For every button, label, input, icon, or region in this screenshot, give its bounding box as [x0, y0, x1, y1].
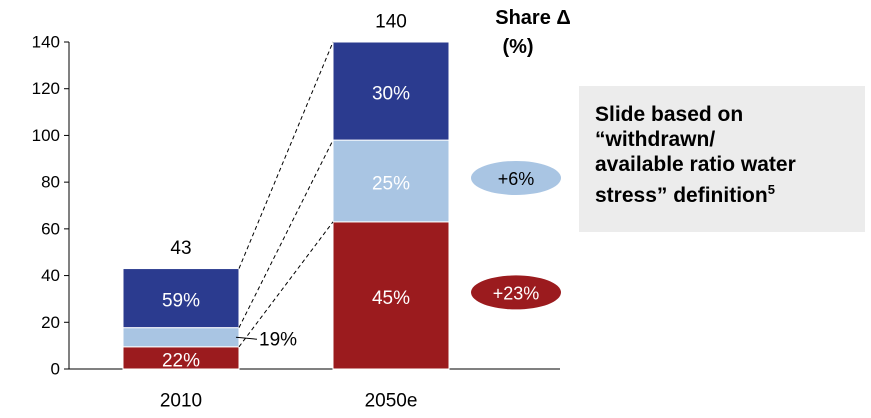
share-delta-unit: (%)	[502, 36, 533, 58]
note-line-4: stress” definition5	[595, 177, 855, 208]
note-line-4-text: stress” definition	[595, 184, 768, 207]
note-line-1: Slide based on	[595, 103, 744, 126]
share-delta-badge	[471, 275, 561, 310]
share-delta-header: Share Δ	[495, 7, 571, 29]
note-footnote-marker: 5	[767, 182, 775, 197]
note-line-2: “withdrawn/	[595, 128, 716, 151]
share-delta-badge	[471, 160, 561, 195]
y-tick-label: 40	[41, 266, 60, 285]
dashed-connector	[238, 221, 334, 348]
definition-note-box: Slide based on “withdrawn/ available rat…	[579, 86, 865, 232]
bar-segment	[122, 327, 240, 348]
bar-total-label: 140	[375, 12, 407, 33]
x-tick-label: 2050e	[365, 391, 418, 412]
share-label: 19%	[259, 330, 297, 351]
share-label: 59%	[162, 291, 200, 312]
bar-segment	[332, 221, 450, 370]
y-tick-label: 60	[41, 219, 60, 238]
bar-segment	[332, 41, 450, 141]
note-line-3: available ratio water	[595, 153, 796, 176]
y-tick-label: 140	[32, 33, 60, 52]
x-tick-label: 2010	[160, 391, 202, 412]
share-delta-label: +6%	[498, 169, 535, 189]
y-tick-label: 20	[41, 313, 60, 332]
y-tick-label: 120	[32, 79, 60, 98]
share-label: 45%	[372, 288, 410, 309]
y-tick-label: 0	[51, 360, 60, 379]
y-tick-label: 80	[41, 173, 60, 192]
share-label: 25%	[372, 173, 410, 194]
y-tick-label: 100	[32, 126, 60, 145]
share-label: 22%	[162, 350, 200, 371]
bar-segment	[332, 139, 450, 223]
callout-line	[235, 336, 258, 340]
share-delta-label: +23%	[493, 283, 540, 303]
bar-segment	[122, 268, 240, 329]
bar-total-label: 43	[170, 238, 191, 259]
dashed-connector	[238, 41, 334, 269]
share-label: 30%	[372, 84, 410, 105]
